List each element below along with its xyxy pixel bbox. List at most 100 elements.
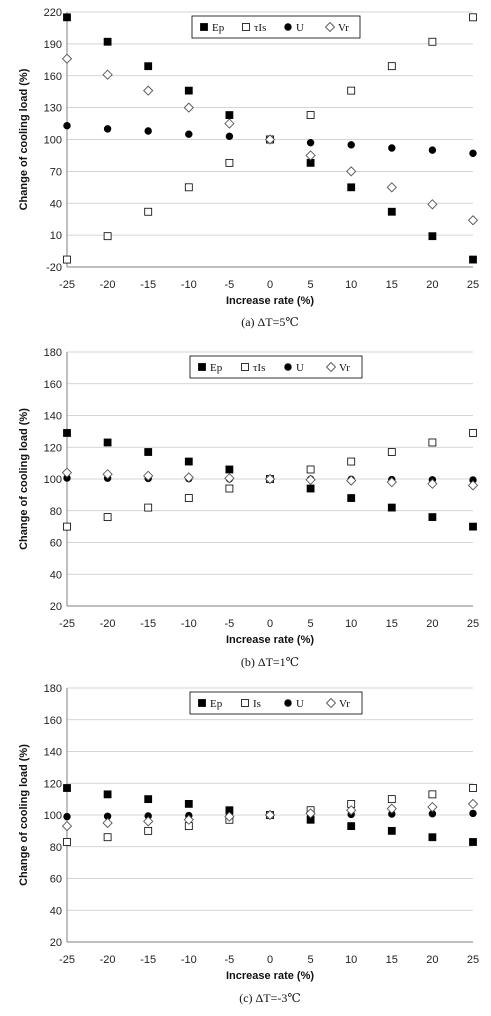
data-point: [428, 790, 437, 799]
y-axis-label: Change of cooling load (%): [18, 68, 30, 210]
data-point: [305, 150, 316, 161]
x-tick-label: 20: [426, 618, 438, 630]
series-filled-square: [63, 429, 477, 531]
data-point: [387, 62, 396, 71]
legend-marker: [284, 23, 292, 31]
data-point: [63, 812, 71, 821]
legend-marker: [198, 363, 206, 371]
legend-marker: [325, 361, 337, 373]
x-tick-label: -15: [140, 954, 156, 966]
data-point: [264, 809, 276, 821]
data-point: [144, 62, 153, 71]
data-point: [103, 232, 112, 241]
data-point: [224, 118, 235, 129]
x-axis-label: Increase rate (%): [226, 634, 314, 646]
panel-caption: (c) ΔT=-3℃: [239, 991, 301, 1005]
data-point: [63, 13, 71, 22]
x-tick-label: -25: [59, 618, 75, 630]
data-point: [103, 438, 112, 447]
data-point: [63, 429, 71, 437]
data-point: [143, 85, 154, 96]
data-point: [61, 53, 73, 64]
data-point: [224, 473, 235, 484]
data-point: [63, 838, 71, 846]
x-tick-label: 0: [267, 279, 273, 291]
legend-marker: [200, 23, 208, 31]
data-point: [428, 37, 437, 46]
data-point: [387, 207, 396, 216]
data-point: [347, 494, 356, 502]
x-tick-label: -25: [59, 954, 75, 966]
legend-label: Vr: [338, 22, 349, 34]
legend-marker: [241, 699, 249, 707]
data-point: [103, 37, 112, 46]
legend-marker: [198, 699, 206, 707]
data-point: [102, 817, 113, 829]
data-point: [264, 473, 276, 485]
legend-box: [191, 15, 361, 39]
data-point: [184, 457, 193, 466]
y-tick-label: 100: [44, 810, 62, 822]
data-point: [427, 199, 438, 210]
data-point: [428, 513, 437, 521]
legend-label: U: [296, 362, 304, 374]
data-point: [144, 503, 153, 512]
data-point: [306, 465, 315, 474]
x-tick-label: 20: [426, 954, 438, 966]
y-tick-label: 10: [50, 230, 62, 242]
legend-marker: [325, 697, 337, 709]
data-point: [469, 809, 477, 818]
data-point: [428, 833, 437, 842]
legend-marker: [242, 23, 250, 31]
panel-caption: (b) ΔT=1℃: [241, 655, 299, 669]
data-point: [387, 826, 396, 835]
x-tick-label: -5: [225, 954, 235, 966]
data-point: [386, 477, 397, 488]
data-point: [61, 467, 73, 478]
x-tick-label: 0: [267, 618, 273, 630]
data-point: [427, 478, 438, 489]
data-point: [388, 144, 396, 152]
data-point: [306, 111, 315, 119]
y-tick-label: 40: [50, 569, 62, 581]
x-tick-label: 5: [308, 954, 314, 966]
x-tick-label: -25: [59, 279, 75, 291]
data-point: [102, 69, 113, 80]
legend-marker: [241, 363, 249, 371]
data-point: [347, 183, 356, 192]
x-tick-label: -5: [225, 279, 235, 291]
data-point: [386, 803, 397, 814]
x-tick-label: -10: [181, 279, 197, 291]
x-tick-label: -20: [100, 279, 116, 291]
data-point: [467, 215, 479, 226]
data-point: [225, 484, 234, 493]
y-tick-label: 190: [44, 39, 62, 51]
x-tick-label: 10: [345, 618, 357, 630]
x-tick-label: 20: [426, 279, 438, 291]
data-point: [184, 799, 193, 808]
data-point: [347, 457, 356, 466]
x-tick-label: -10: [181, 954, 197, 966]
data-point: [306, 484, 315, 493]
panel-caption: (a) ΔT=5℃: [241, 315, 299, 329]
data-point: [469, 13, 477, 22]
legend-marker: [284, 363, 292, 371]
x-tick-label: -20: [100, 618, 116, 630]
data-point: [469, 522, 477, 531]
y-tick-label: 130: [44, 103, 62, 115]
data-point: [264, 134, 276, 145]
chart-panel-1: -20 10 40 70 100 130 160 190 220 -25 -20 -15 -10 -5 0 5…: [18, 7, 479, 329]
data-point: [144, 127, 152, 135]
y-tick-label: 40: [50, 198, 62, 210]
y-axis-label: Change of cooling load (%): [18, 408, 30, 550]
data-point: [387, 503, 396, 512]
data-point: [183, 814, 194, 825]
x-tick-label: -15: [140, 618, 156, 630]
legend-label: Is: [253, 698, 261, 710]
data-point: [467, 480, 479, 491]
y-tick-label: 180: [44, 683, 62, 695]
y-tick-label: 120: [44, 778, 62, 790]
x-tick-label: -10: [181, 618, 197, 630]
x-tick-label: -20: [100, 954, 116, 966]
legend-label: Vr: [339, 698, 350, 710]
